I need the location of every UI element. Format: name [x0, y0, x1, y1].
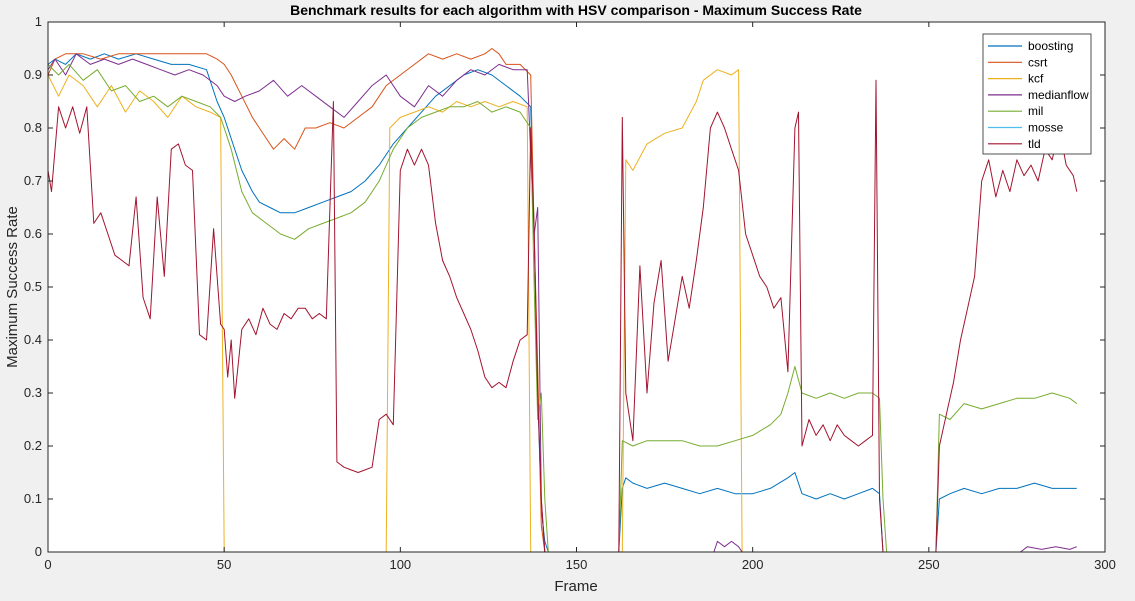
legend-label-medianflow: medianflow: [1028, 88, 1089, 102]
x-axis-label: Frame: [554, 578, 597, 595]
x-tick-label: 200: [742, 557, 764, 572]
y-tick-label: 0.1: [24, 491, 42, 506]
series-line-kcf: [47, 69, 1105, 553]
x-tick-label: 0: [44, 557, 51, 572]
series-line-mil: [47, 63, 1078, 553]
y-tick-label: 0.4: [24, 332, 42, 347]
ticks-layer: 0 50 100 150 200 250 300 0 0.1 0.2 0.3 0.4 0.5 0.6 0.7…: [24, 14, 1116, 572]
y-tick-label: 0.8: [24, 120, 42, 135]
series-line-medianflow: [47, 53, 1077, 553]
x-tick-label: 100: [389, 557, 411, 572]
y-tick-label: 1: [35, 14, 42, 29]
legend: boosting csrt kcf medianflow mil mosse tld: [982, 33, 1092, 155]
plot-area: [48, 22, 1105, 552]
y-tick-label: 0.3: [24, 385, 42, 400]
y-tick-label: 0.7: [24, 173, 42, 188]
y-tick-label: 0: [35, 544, 42, 559]
x-tick-label: 300: [1094, 557, 1116, 572]
y-axis-label: Maximum Success Rate: [4, 206, 21, 368]
x-tick-label: 50: [217, 557, 231, 572]
y-tick-label: 0.2: [24, 438, 42, 453]
y-tick-label: 0.9: [24, 67, 42, 82]
series-line-csrt: [47, 48, 1105, 553]
x-tick-label: 250: [918, 557, 940, 572]
legend-label-mil: mil: [1028, 104, 1043, 118]
x-tick-label: 150: [566, 557, 588, 572]
y-tick-label: 0.5: [24, 279, 42, 294]
legend-label-boosting: boosting: [1028, 39, 1073, 53]
legend-label-tld: tld: [1028, 137, 1041, 151]
y-tick-label: 0.6: [24, 226, 42, 241]
legend-label-mosse: mosse: [1028, 121, 1064, 135]
series-line-tld: [47, 79, 1078, 553]
chart-title: Benchmark results for each algorithm wit…: [290, 2, 862, 18]
legend-label-csrt: csrt: [1028, 55, 1048, 69]
legend-box: [982, 33, 1092, 155]
legend-label-kcf: kcf: [1028, 72, 1044, 86]
